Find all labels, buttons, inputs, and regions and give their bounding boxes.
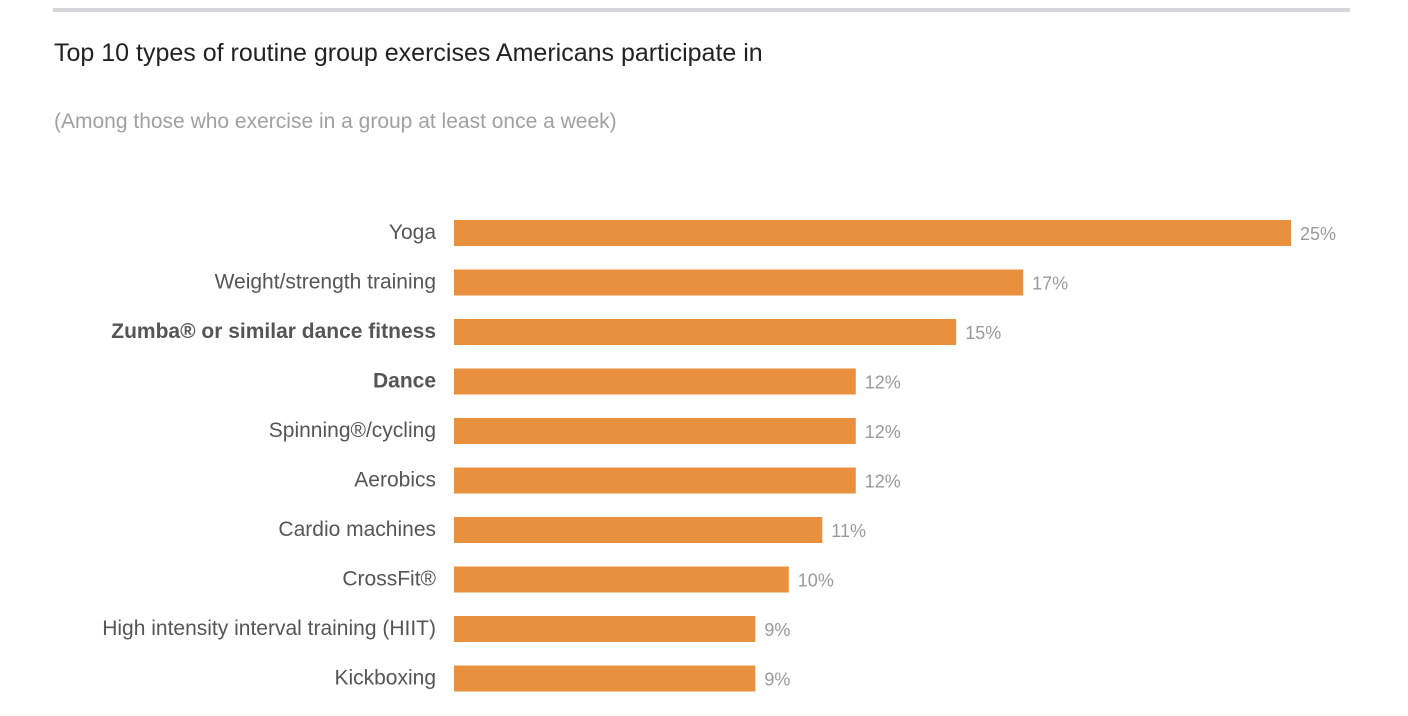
- category-label: Aerobics: [354, 469, 436, 492]
- category-label: Dance: [373, 370, 436, 393]
- category-label: CrossFit®: [342, 568, 436, 591]
- category-label: High intensity interval training (HIIT): [102, 617, 436, 640]
- category-label: Cardio machines: [278, 518, 436, 541]
- bar-6: [454, 517, 823, 543]
- chart-subtitle: (Among those who exercise in a group at …: [54, 110, 617, 133]
- value-label: 12%: [865, 422, 901, 442]
- value-label: 15%: [965, 323, 1001, 343]
- bar-0: [454, 220, 1291, 246]
- value-label: 10%: [798, 571, 834, 591]
- value-label: 25%: [1300, 224, 1336, 244]
- category-label: Yoga: [389, 221, 436, 244]
- bar-8: [454, 616, 756, 642]
- top-divider: [53, 8, 1350, 12]
- chart-title: Top 10 types of routine group exercises …: [54, 39, 763, 67]
- bar-5: [454, 467, 856, 494]
- value-label: 17%: [1032, 274, 1068, 294]
- value-label: 12%: [865, 472, 901, 492]
- bar-4: [454, 418, 856, 444]
- bar-9: [454, 665, 756, 692]
- value-label: 9%: [764, 670, 790, 690]
- bar-7: [454, 566, 789, 593]
- bar-3: [454, 368, 856, 395]
- value-label: 9%: [764, 620, 790, 640]
- value-label: 12%: [865, 373, 901, 393]
- value-label: 11%: [831, 521, 866, 541]
- bar-1: [454, 269, 1024, 296]
- category-label: Kickboxing: [334, 667, 436, 690]
- bar-2: [454, 319, 957, 345]
- category-label: Zumba® or similar dance fitness: [111, 320, 436, 343]
- category-label: Spinning®/cycling: [269, 419, 436, 442]
- category-label: Weight/strength training: [215, 271, 436, 294]
